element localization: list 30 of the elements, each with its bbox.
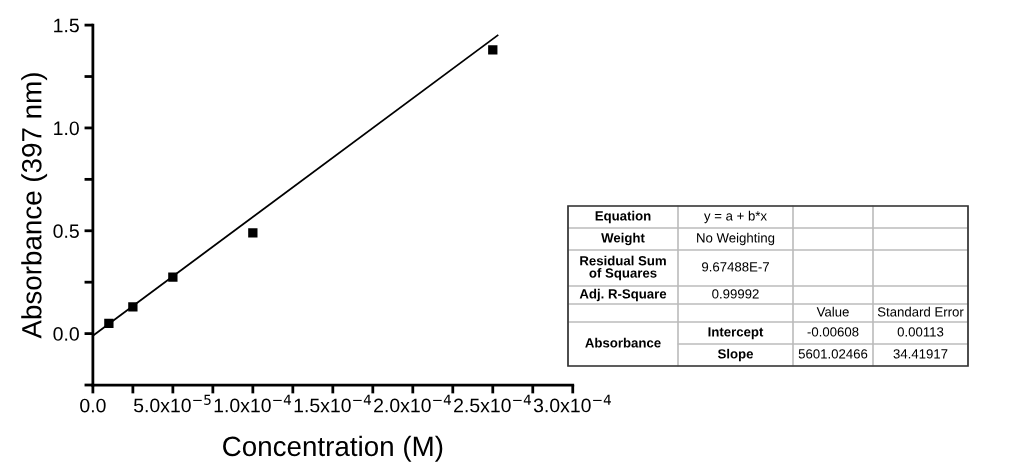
- text: Equation: [595, 210, 651, 224]
- text: Residual Sum of Squares: [580, 255, 666, 281]
- y-tick-label: 0.0: [53, 327, 79, 341]
- x-tick-label: 3.0x10$^{−4}$: [533, 394, 611, 413]
- text: Intercept: [708, 327, 764, 340]
- text: Slope: [717, 348, 754, 362]
- text: 9.67488E-7: [702, 262, 769, 272]
- text: Absorbance: [585, 337, 661, 348]
- x-tick-label: 1.0x10$^{−4}$: [214, 394, 292, 413]
- x-tick-label: 0.0: [80, 398, 106, 413]
- text: 34.41917: [893, 349, 948, 359]
- y-axis-title: Absorbance (397 nm): [21, 73, 48, 339]
- text: 0.99992: [712, 289, 759, 299]
- text: 5601.02466: [798, 349, 868, 359]
- y-tick-label: 0.5: [53, 224, 79, 239]
- text: -0.00608: [807, 327, 859, 337]
- x-axis-title: Concentration (M): [223, 435, 443, 462]
- y-tick-label: 1.5: [54, 18, 79, 33]
- x-tick-label: 5.0x10$^{−5}$: [133, 394, 211, 413]
- x-tick-label: 2.0x10$^{−4}$: [374, 394, 451, 413]
- y-tick-label: 1.0: [54, 121, 79, 136]
- x-tick-label: 1.5x10$^{−4}$: [294, 394, 372, 413]
- text: Weight: [601, 232, 645, 246]
- text: Value: [816, 306, 849, 317]
- text: Adj. R-Square: [579, 288, 667, 302]
- text: y = a + b*x: [703, 210, 767, 224]
- text: Standard Error: [877, 306, 964, 317]
- text: 0.00113: [897, 327, 944, 337]
- text: No Weighting: [697, 232, 775, 246]
- x-tick-label: 2.5x10$^{−4}$: [454, 394, 531, 413]
